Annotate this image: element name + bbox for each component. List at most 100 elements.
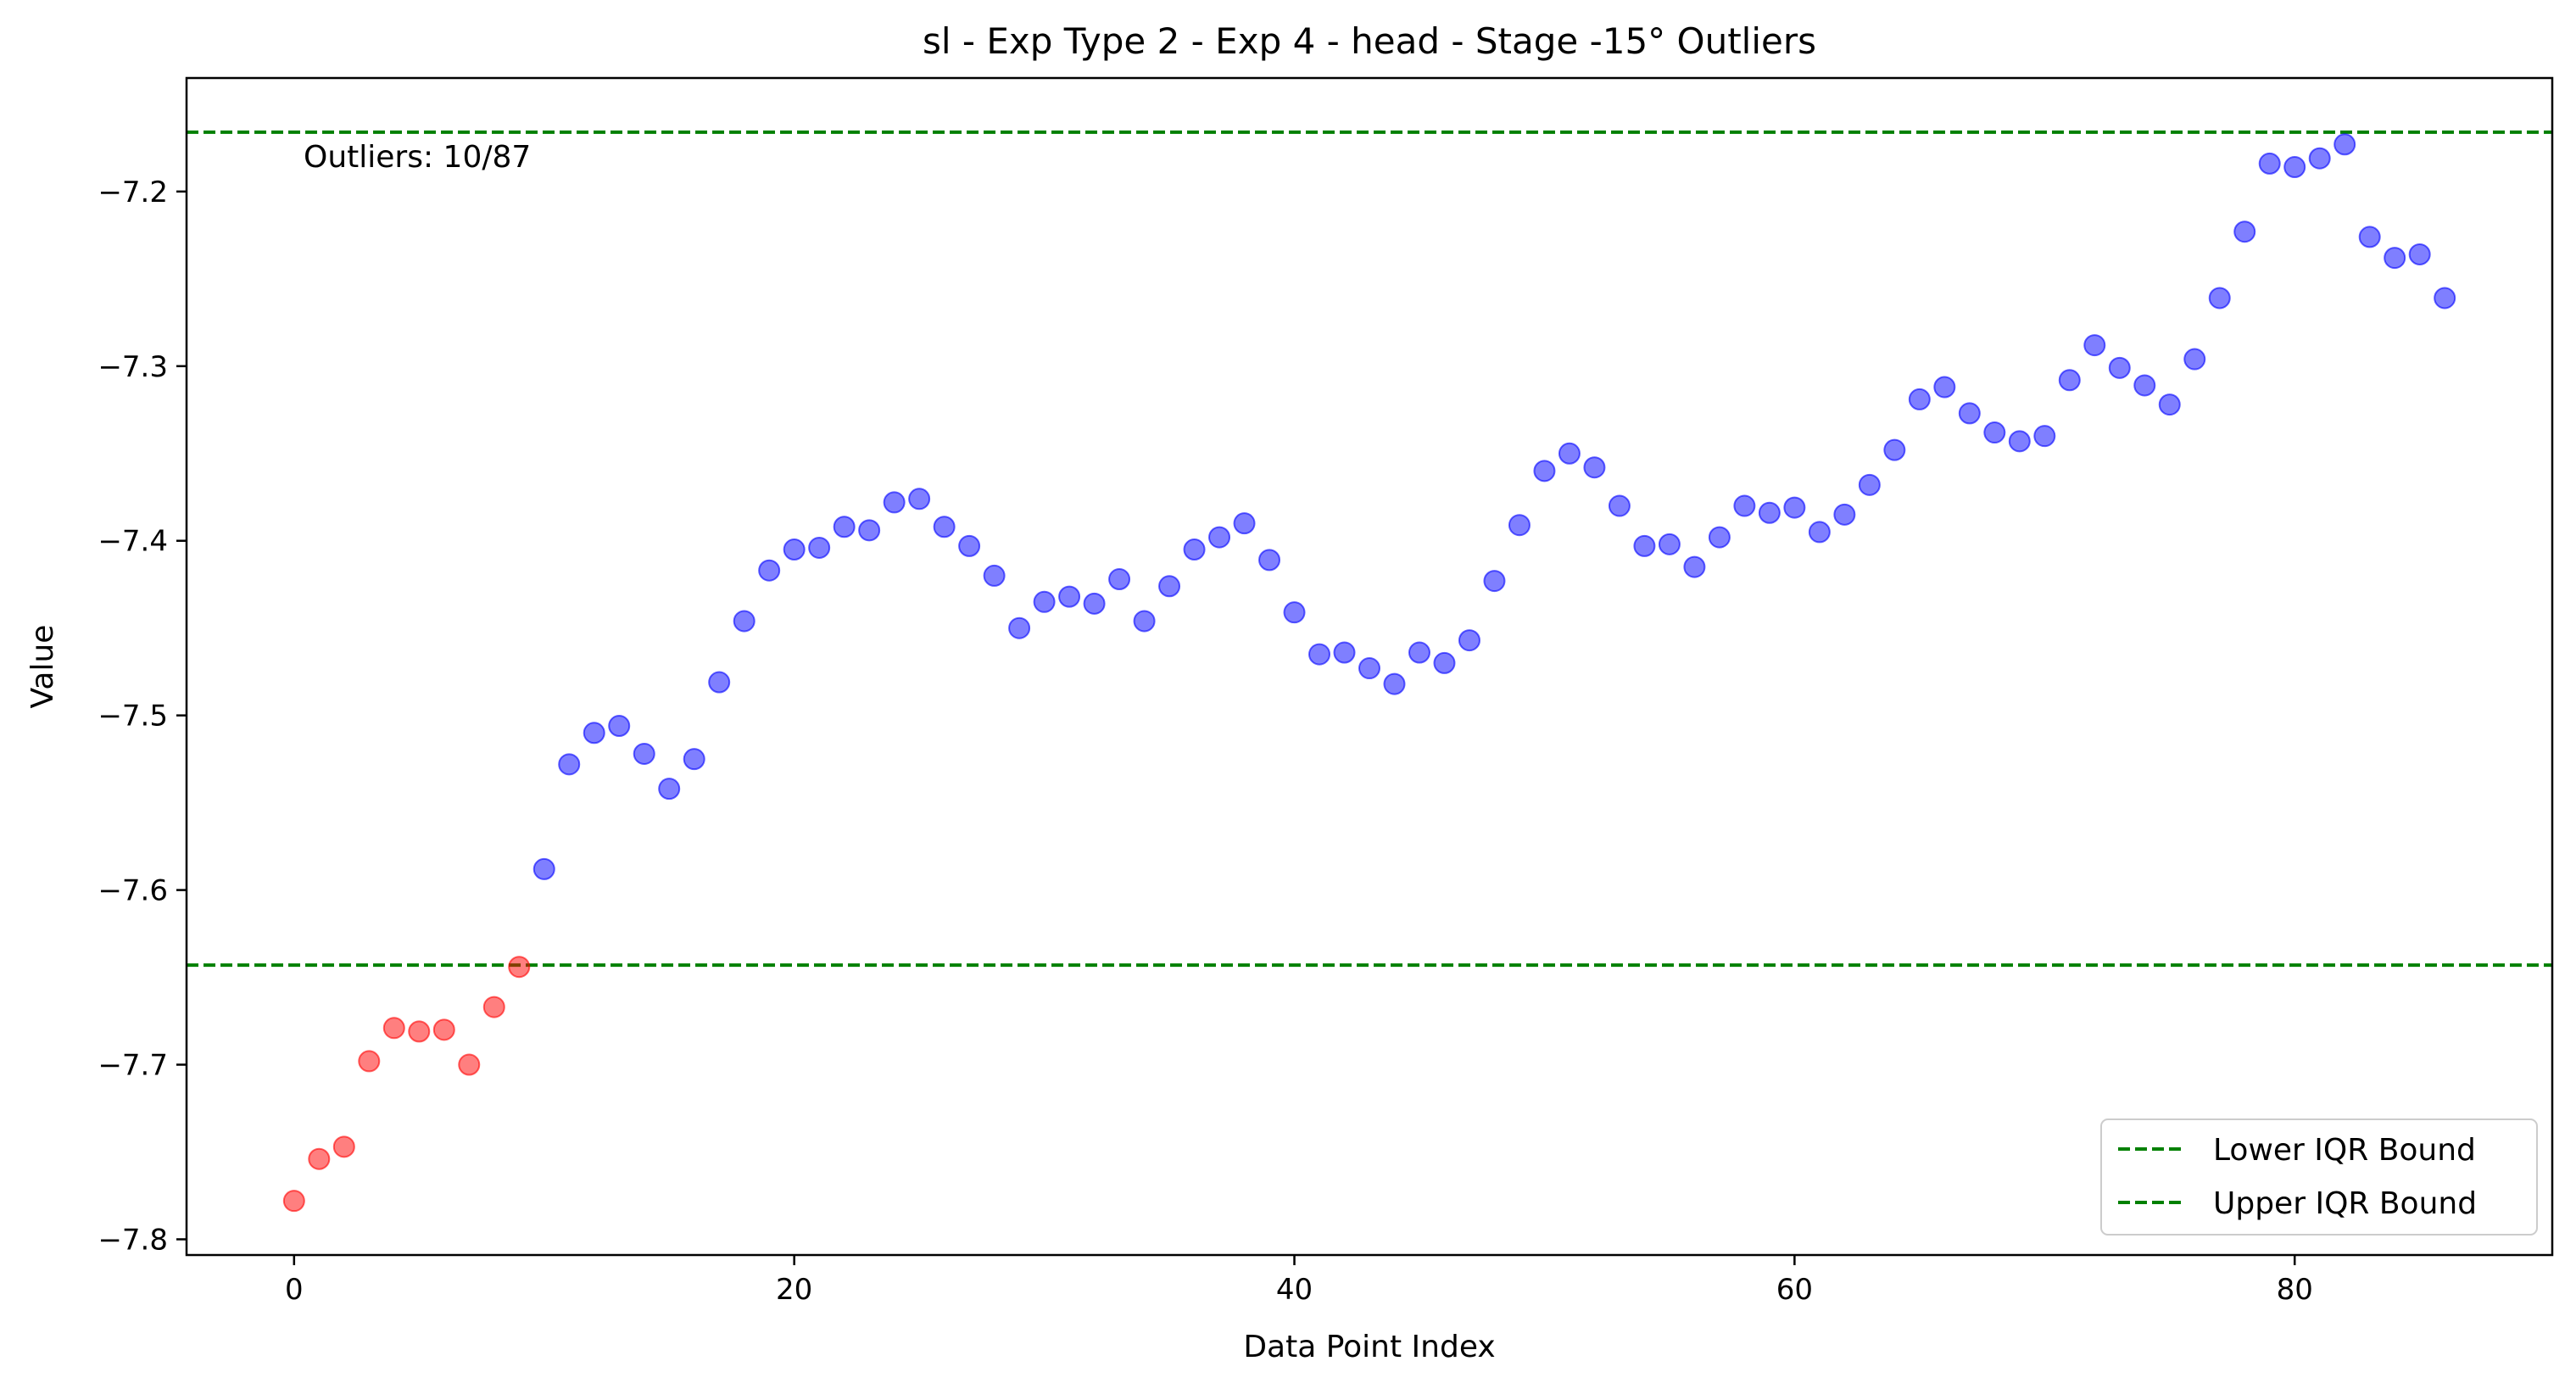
normal-point-45 bbox=[1408, 641, 1430, 664]
x-tick-label-20: 20 bbox=[776, 1273, 812, 1307]
normal-point-17 bbox=[708, 671, 731, 694]
normal-point-68 bbox=[1983, 421, 2006, 444]
normal-point-80 bbox=[2283, 156, 2306, 179]
normal-point-47 bbox=[1458, 629, 1480, 652]
normal-point-23 bbox=[858, 519, 881, 542]
normal-point-79 bbox=[2258, 152, 2281, 175]
normal-point-76 bbox=[2183, 348, 2206, 371]
normal-point-34 bbox=[1133, 610, 1156, 633]
outliers-annotation: Outliers: 10/87 bbox=[304, 140, 531, 175]
normal-point-43 bbox=[1358, 657, 1380, 680]
legend: Lower IQR Bound Upper IQR Bound bbox=[2100, 1118, 2538, 1236]
legend-box bbox=[2100, 1118, 2538, 1236]
normal-point-36 bbox=[1183, 538, 1206, 561]
normal-point-55 bbox=[1658, 533, 1681, 555]
data-points bbox=[282, 133, 2456, 1213]
normal-point-40 bbox=[1283, 601, 1306, 624]
y-tick-label-1: −7.7 bbox=[98, 1049, 168, 1083]
normal-point-11 bbox=[558, 753, 581, 776]
normal-point-26 bbox=[933, 516, 956, 538]
normal-point-44 bbox=[1383, 672, 1406, 695]
y-tick-label-0: −7.8 bbox=[98, 1223, 168, 1257]
x-tick-label-80: 80 bbox=[2277, 1273, 2313, 1307]
x-tick-label-40: 40 bbox=[1276, 1273, 1313, 1307]
legend-label-lower: Lower IQR Bound bbox=[2213, 1133, 2476, 1168]
y-tick-label-6: −7.2 bbox=[98, 176, 168, 209]
normal-point-22 bbox=[833, 516, 856, 538]
normal-point-18 bbox=[733, 610, 756, 633]
normal-point-60 bbox=[1783, 496, 1806, 519]
plot-frame bbox=[185, 76, 2554, 1257]
normal-point-84 bbox=[2384, 247, 2406, 270]
x-tick-label-60: 60 bbox=[1776, 1273, 1813, 1307]
normal-point-46 bbox=[1433, 651, 1456, 674]
outlier-point-2 bbox=[332, 1135, 355, 1158]
normal-point-28 bbox=[983, 564, 1006, 587]
normal-point-74 bbox=[2133, 374, 2156, 397]
x-tick-label-0: 0 bbox=[285, 1273, 304, 1307]
normal-point-51 bbox=[1558, 442, 1581, 465]
chart-title: sl - Exp Type 2 - Exp 4 - head - Stage -… bbox=[923, 20, 1816, 62]
y-axis-label: Value bbox=[25, 625, 60, 709]
normal-point-72 bbox=[2083, 334, 2106, 357]
normal-point-48 bbox=[1483, 570, 1506, 593]
x-axis: 0 20 40 60 80 bbox=[285, 1255, 2313, 1307]
normal-point-38 bbox=[1233, 512, 1256, 535]
normal-point-39 bbox=[1258, 549, 1281, 572]
normal-point-73 bbox=[2108, 356, 2131, 379]
normal-point-21 bbox=[808, 536, 831, 559]
normal-point-37 bbox=[1208, 526, 1231, 549]
outlier-point-6 bbox=[432, 1018, 455, 1041]
normal-point-78 bbox=[2233, 220, 2256, 243]
normal-point-81 bbox=[2308, 147, 2331, 170]
normal-point-42 bbox=[1333, 641, 1356, 664]
y-tick-label-4: −7.4 bbox=[98, 525, 168, 559]
normal-point-14 bbox=[633, 742, 655, 765]
normal-point-16 bbox=[683, 748, 705, 771]
y-axis: −7.8 −7.7 −7.6 −7.5 −7.4 −7.3 −7.2 bbox=[98, 176, 187, 1257]
normal-point-29 bbox=[1008, 616, 1031, 639]
x-axis-label: Data Point Index bbox=[1243, 1330, 1495, 1364]
normal-point-25 bbox=[908, 488, 931, 510]
iqr-bounds bbox=[187, 130, 2552, 968]
normal-point-58 bbox=[1733, 494, 1756, 517]
normal-point-63 bbox=[1858, 473, 1881, 496]
normal-point-24 bbox=[883, 491, 906, 514]
normal-point-19 bbox=[758, 559, 781, 582]
outlier-point-0 bbox=[282, 1190, 305, 1213]
outlier-point-3 bbox=[358, 1050, 381, 1073]
normal-point-10 bbox=[532, 857, 555, 880]
normal-point-75 bbox=[2158, 393, 2181, 416]
normal-point-69 bbox=[2008, 430, 2031, 453]
normal-point-20 bbox=[783, 538, 806, 561]
normal-point-85 bbox=[2408, 243, 2431, 265]
normal-point-33 bbox=[1108, 568, 1131, 591]
normal-point-56 bbox=[1683, 555, 1706, 578]
normal-point-31 bbox=[1058, 585, 1081, 608]
normal-point-35 bbox=[1158, 575, 1181, 598]
normal-point-15 bbox=[658, 778, 681, 800]
normal-point-59 bbox=[1758, 501, 1781, 524]
normal-point-64 bbox=[1883, 438, 1906, 461]
outlier-point-1 bbox=[308, 1147, 331, 1170]
normal-point-71 bbox=[2058, 369, 2081, 392]
normal-point-30 bbox=[1033, 590, 1056, 613]
outlier-point-9 bbox=[508, 956, 531, 979]
normal-point-62 bbox=[1833, 503, 1856, 526]
normal-point-54 bbox=[1633, 534, 1656, 557]
normal-point-61 bbox=[1808, 521, 1831, 544]
normal-point-83 bbox=[2358, 226, 2381, 248]
outlier-point-8 bbox=[482, 996, 505, 1018]
normal-point-67 bbox=[1958, 402, 1981, 425]
outlier-point-4 bbox=[382, 1017, 405, 1040]
normal-point-27 bbox=[958, 534, 981, 557]
normal-point-86 bbox=[2434, 287, 2456, 310]
legend-label-upper: Upper IQR Bound bbox=[2213, 1186, 2477, 1221]
normal-point-52 bbox=[1583, 456, 1606, 479]
normal-point-53 bbox=[1608, 494, 1631, 517]
outlier-point-7 bbox=[458, 1053, 481, 1076]
outlier-point-5 bbox=[408, 1020, 431, 1043]
normal-point-77 bbox=[2208, 287, 2231, 310]
normal-point-70 bbox=[2033, 425, 2056, 448]
